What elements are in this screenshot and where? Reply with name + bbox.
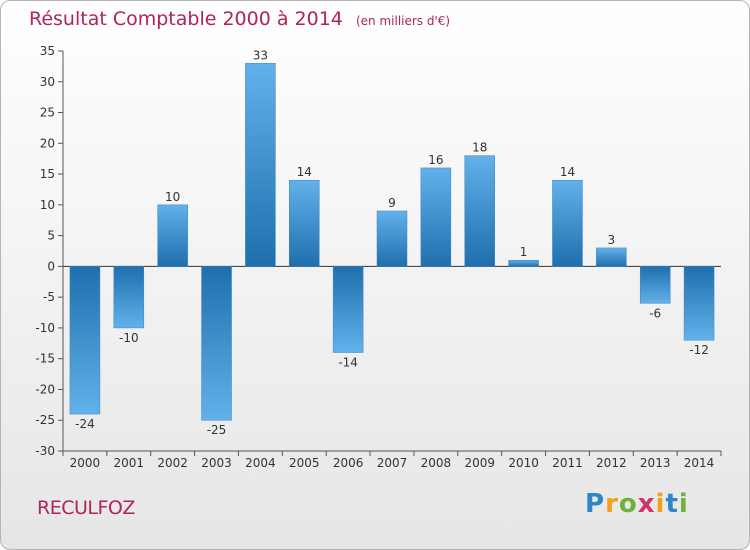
x-tick-label: 2003 bbox=[201, 456, 232, 470]
commune-name: RECULFOZ bbox=[37, 497, 135, 519]
y-tick-label: 0 bbox=[47, 259, 55, 273]
bar bbox=[508, 259, 539, 267]
data-label: 33 bbox=[253, 48, 268, 62]
brand-letter: x bbox=[637, 489, 656, 519]
bar bbox=[245, 63, 276, 267]
data-label: -6 bbox=[649, 306, 661, 320]
data-label: -24 bbox=[75, 417, 95, 431]
bar bbox=[552, 179, 583, 267]
bar bbox=[201, 266, 232, 421]
brand-letter: t bbox=[665, 489, 679, 519]
x-tick-label: 2004 bbox=[245, 456, 276, 470]
y-tick-label: 15 bbox=[40, 167, 55, 181]
y-tick-label: 25 bbox=[40, 106, 55, 120]
x-tick-label: 2012 bbox=[596, 456, 627, 470]
bar bbox=[332, 266, 364, 353]
proxiti-logo: Proxiti bbox=[585, 489, 689, 519]
data-label: 10 bbox=[165, 190, 180, 204]
bar bbox=[464, 155, 495, 267]
y-tick-label: -10 bbox=[35, 321, 55, 335]
data-label: 18 bbox=[472, 141, 487, 155]
x-tick-label: 2000 bbox=[70, 456, 101, 470]
x-tick-label: 2006 bbox=[333, 456, 364, 470]
brand-letter: i bbox=[678, 489, 689, 519]
labels-group: 2000 -24 2001 -10 2002 10 2003 -25 2004 33 2005 14 2… bbox=[70, 48, 715, 470]
unit-note: (en milliers d'€) bbox=[355, 14, 451, 28]
data-label: -25 bbox=[207, 423, 227, 437]
bar bbox=[596, 247, 627, 267]
y-tick-label: -20 bbox=[35, 382, 55, 396]
y-tick-label: -30 bbox=[35, 444, 55, 458]
x-tick-label: 2009 bbox=[464, 456, 495, 470]
data-label: -12 bbox=[689, 343, 709, 357]
x-tick-label: 2013 bbox=[640, 456, 671, 470]
data-label: 14 bbox=[297, 165, 312, 179]
data-label: 9 bbox=[388, 196, 396, 210]
x-tick-label: 2008 bbox=[421, 456, 452, 470]
chart-title: Résultat Comptable 2000 à 2014 (en milli… bbox=[29, 8, 450, 30]
x-tick-label: 2005 bbox=[289, 456, 320, 470]
x-tick-label: 2001 bbox=[114, 456, 145, 470]
brand-letter: r bbox=[605, 489, 619, 519]
brand-letter: o bbox=[618, 489, 638, 519]
brand-letter: P bbox=[585, 489, 606, 519]
data-label: -14 bbox=[338, 356, 358, 370]
data-label: 1 bbox=[520, 245, 528, 259]
bar bbox=[376, 210, 408, 267]
y-tick-label: -5 bbox=[43, 290, 55, 304]
y-tick-label: -25 bbox=[35, 413, 55, 427]
bar bbox=[289, 179, 320, 267]
x-tick-label: 2007 bbox=[377, 456, 408, 470]
y-tick-label: 20 bbox=[40, 136, 55, 150]
bar bbox=[683, 266, 715, 341]
bar bbox=[420, 167, 452, 267]
bar bbox=[157, 204, 188, 267]
data-label: 16 bbox=[428, 153, 443, 167]
y-tick-label: 35 bbox=[40, 44, 55, 58]
data-label: 3 bbox=[608, 233, 616, 247]
y-tick-label: 5 bbox=[47, 229, 55, 243]
bar bbox=[113, 266, 145, 329]
title-text: Résultat Comptable 2000 à 2014 bbox=[29, 8, 343, 30]
y-tick-label: 10 bbox=[40, 198, 55, 212]
x-tick-label: 2010 bbox=[508, 456, 539, 470]
x-tick-label: 2002 bbox=[157, 456, 188, 470]
y-tick-label: 30 bbox=[40, 75, 55, 89]
bar bbox=[69, 266, 101, 415]
y-tick-label: -15 bbox=[35, 352, 55, 366]
bars-group bbox=[69, 63, 715, 421]
brand-letter: i bbox=[655, 489, 666, 519]
bar bbox=[639, 266, 671, 304]
data-label: -10 bbox=[119, 331, 139, 345]
x-tick-label: 2014 bbox=[684, 456, 715, 470]
x-tick-label: 2011 bbox=[552, 456, 583, 470]
data-label: 14 bbox=[560, 165, 575, 179]
